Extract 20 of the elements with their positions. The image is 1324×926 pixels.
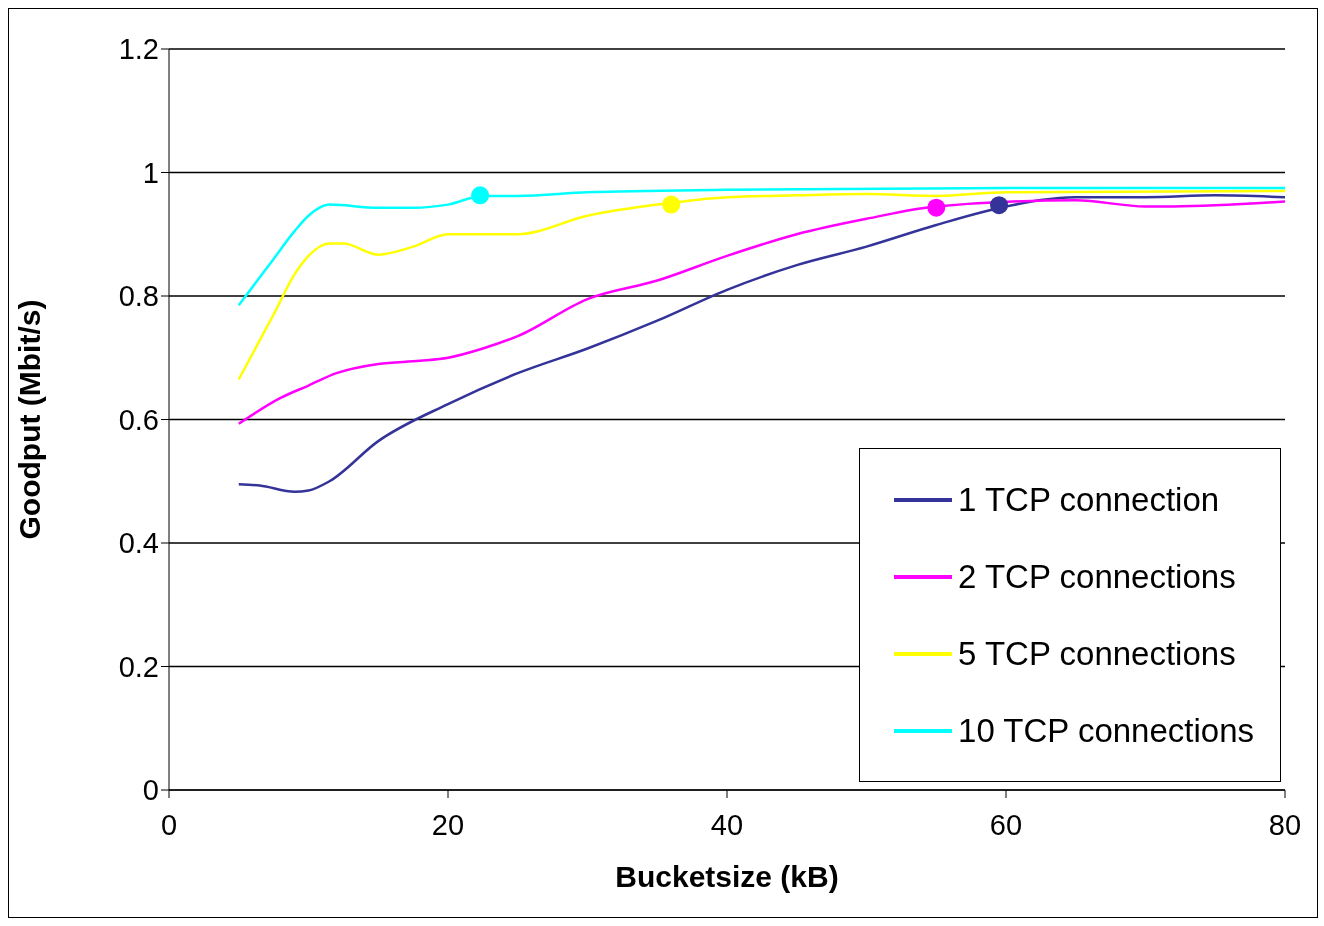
y-tick-label: 0.2 (118, 650, 159, 683)
line-series (237, 199, 1285, 426)
y-tick-label: 0.4 (118, 527, 159, 560)
legend-label: 10 TCP connections (958, 711, 1254, 750)
legend-label: 1 TCP connection (958, 480, 1220, 519)
line-series (237, 189, 1285, 381)
y-tick-label: 0.8 (118, 280, 159, 313)
legend-label: 5 TCP connections (958, 634, 1236, 673)
x-tick-label: 40 (710, 808, 744, 841)
y-tick-label: 0 (142, 774, 159, 807)
legend-label: 2 TCP connections (958, 557, 1236, 596)
x-tick-label: 20 (431, 808, 465, 841)
y-axis-title: Goodput (Mbit/s) (12, 299, 46, 540)
x-axis-title: Bucketsize (kB) (615, 860, 839, 893)
x-tick-label: 60 (989, 808, 1023, 841)
x-tick-label: 80 (1268, 808, 1302, 841)
y-tick-label: 1.2 (118, 33, 159, 66)
y-tick-label: 0.6 (118, 403, 159, 436)
y-tick-label: 1 (142, 156, 159, 189)
line-series (237, 186, 1285, 307)
